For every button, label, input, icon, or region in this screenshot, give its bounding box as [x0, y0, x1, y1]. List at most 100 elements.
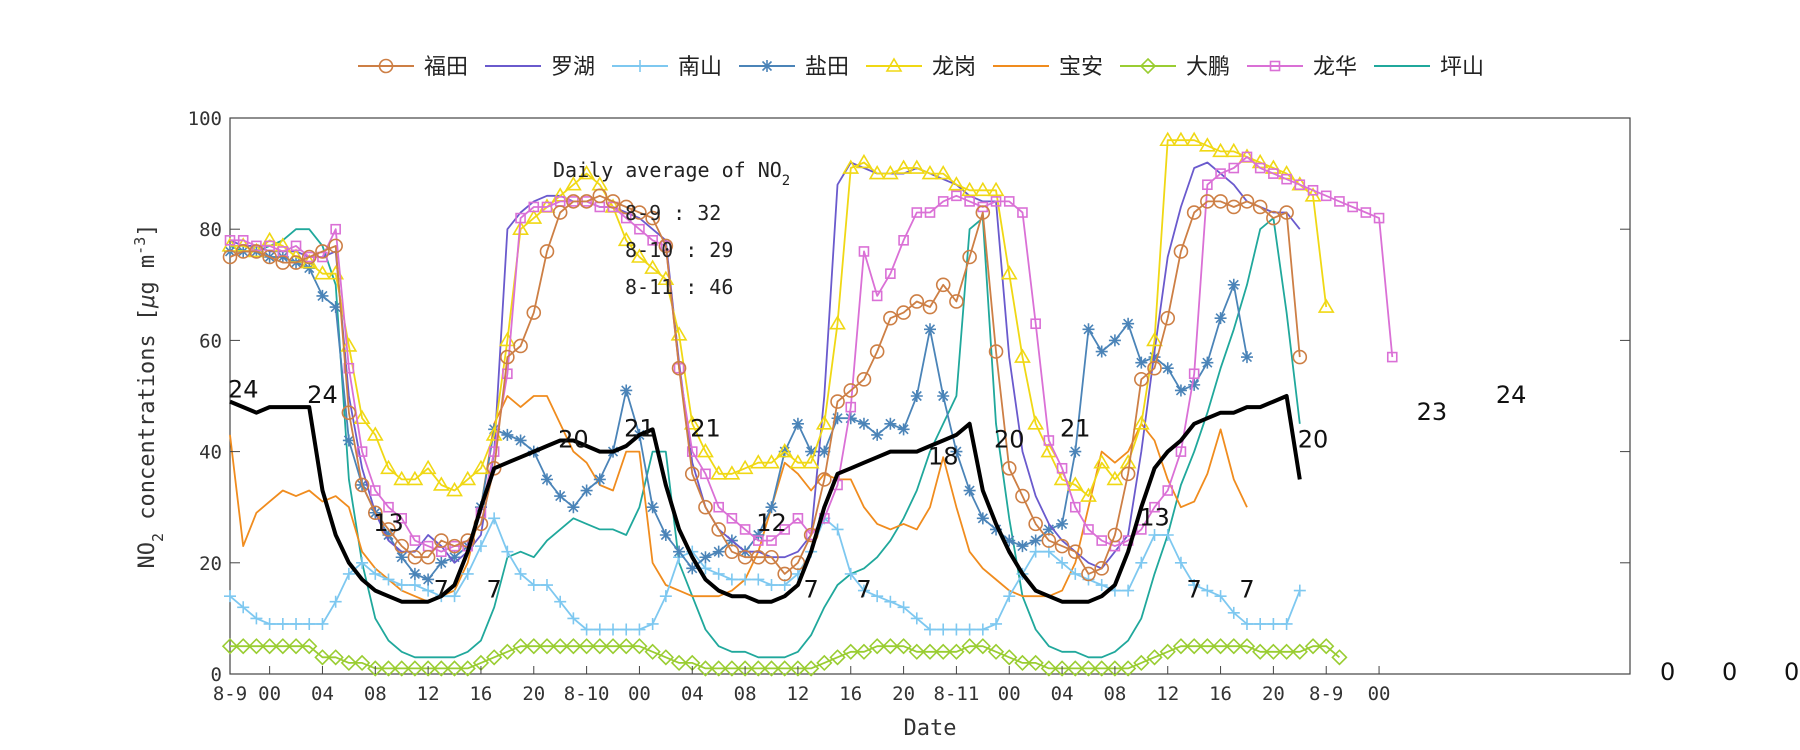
- data-point: [1149, 501, 1160, 513]
- data-point: [1227, 278, 1240, 291]
- hour-label: 18: [928, 442, 959, 470]
- data-point: [1040, 660, 1058, 677]
- x-tick-label: 8-11: [934, 683, 980, 705]
- data-point: [976, 512, 989, 525]
- data-point: [409, 535, 421, 546]
- data-point: [1172, 638, 1190, 655]
- data-point: [1214, 312, 1227, 325]
- data-point: [221, 638, 239, 655]
- data-point: [1202, 179, 1213, 191]
- data-point: [1252, 643, 1269, 660]
- data-point: [288, 255, 304, 270]
- data-point: [1252, 199, 1268, 215]
- data-point: [396, 513, 407, 524]
- hour-label: 7: [1187, 576, 1202, 604]
- data-point: [1238, 638, 1256, 655]
- data-point: [486, 649, 503, 666]
- data-point: [657, 649, 674, 666]
- series-line: [230, 645, 1340, 670]
- data-point: [909, 294, 925, 309]
- data-point: [898, 235, 909, 246]
- data-point: [380, 459, 397, 475]
- data-point: [871, 428, 884, 441]
- legend-label: 宝安: [1059, 55, 1103, 80]
- data-point: [1213, 194, 1228, 209]
- y-tick-label: 100: [188, 108, 222, 130]
- data-point: [844, 567, 857, 580]
- data-point: [1199, 638, 1216, 655]
- data-point: [869, 638, 886, 655]
- hour-label: 21: [690, 414, 721, 442]
- edge-label: 0: [1660, 658, 1675, 686]
- hour-labels: 24 24 13 7 7 20 21 21 12 7 7 18 20 21 13 7 7 20 23 24: [228, 376, 1526, 604]
- data-point: [567, 501, 580, 514]
- data-point: [540, 473, 553, 486]
- data-point: [647, 235, 658, 246]
- x-axis-label: Date: [904, 716, 957, 741]
- data-point: [990, 523, 1003, 536]
- data-point: [962, 249, 977, 265]
- data-point: [869, 344, 885, 359]
- series-station-6: [221, 638, 1348, 677]
- data-point: [1174, 556, 1187, 569]
- data-point: [381, 522, 396, 537]
- data-point: [314, 265, 331, 280]
- data-point: [789, 454, 807, 469]
- data-point: [353, 654, 371, 672]
- data-point: [419, 459, 437, 475]
- data-point: [620, 384, 633, 397]
- data-point: [633, 623, 646, 636]
- data-point: [700, 468, 711, 480]
- data-point: [921, 165, 939, 180]
- data-point: [1186, 638, 1203, 655]
- annotation-line: 8-9 : 32: [625, 201, 721, 225]
- data-point: [990, 617, 1003, 630]
- data-point: [314, 649, 331, 666]
- data-point: [871, 290, 883, 302]
- y-tick-label: 40: [199, 442, 222, 464]
- data-point: [697, 660, 714, 677]
- data-point: [987, 643, 1005, 660]
- legend-marker: [1139, 57, 1157, 75]
- legend-label: 龙华: [1313, 55, 1357, 80]
- x-tick-label: 12: [1156, 683, 1179, 705]
- data-point: [525, 209, 543, 224]
- data-point: [659, 590, 672, 603]
- legend-item: 龙岗: [866, 55, 976, 80]
- data-point: [303, 251, 315, 263]
- data-point: [1281, 173, 1292, 185]
- series-layer: [221, 131, 1398, 677]
- data-point: [1307, 184, 1319, 196]
- data-point: [712, 545, 725, 558]
- data-point: [895, 159, 912, 174]
- data-point: [950, 445, 963, 458]
- legend-item: 宝安: [993, 55, 1103, 80]
- data-point: [763, 454, 780, 469]
- data-point: [766, 535, 777, 546]
- y-tick-label: 0: [211, 664, 222, 686]
- data-point: [1082, 323, 1095, 336]
- data-point: [671, 360, 687, 376]
- data-point: [698, 499, 713, 515]
- data-point: [1067, 660, 1084, 677]
- data-point: [753, 535, 764, 546]
- data-point: [342, 567, 355, 580]
- data-point: [842, 643, 859, 660]
- data-point: [857, 417, 870, 430]
- data-point: [1214, 590, 1227, 603]
- data-point: [1080, 660, 1097, 677]
- data-point: [644, 643, 661, 660]
- data-point: [356, 446, 368, 457]
- data-point: [1172, 131, 1190, 147]
- data-point: [578, 638, 595, 655]
- edge-label: 0: [1722, 658, 1737, 686]
- data-point: [725, 573, 738, 586]
- data-point: [765, 501, 778, 514]
- data-point: [1254, 162, 1266, 174]
- data-point: [990, 196, 1002, 207]
- data-point: [897, 423, 910, 436]
- data-point: [353, 409, 371, 425]
- data-point: [538, 638, 556, 655]
- data-point: [631, 638, 648, 655]
